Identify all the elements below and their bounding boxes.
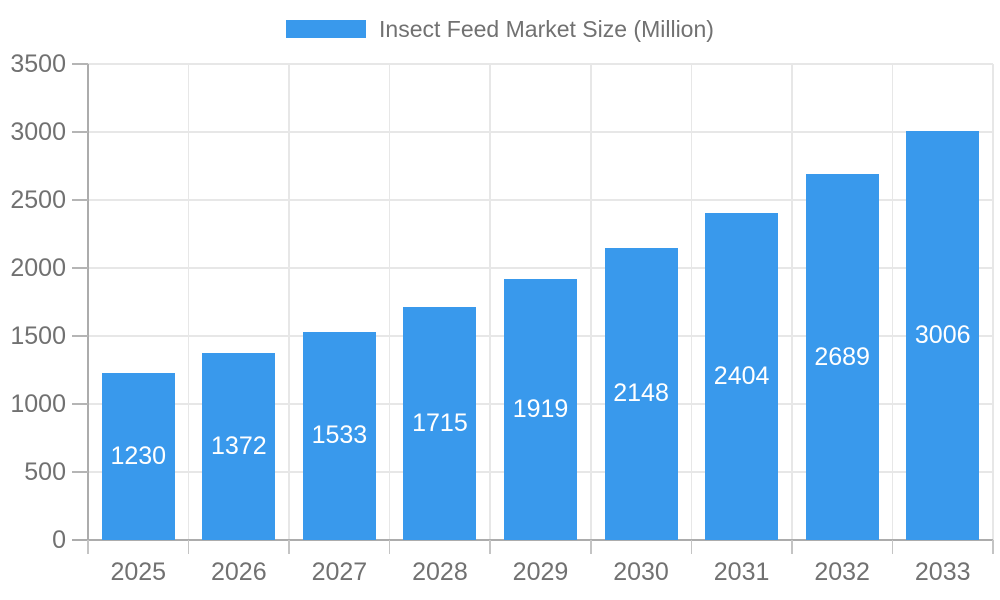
x-tick-mark [891, 540, 894, 554]
bar-value-label: 1372 [211, 432, 267, 461]
chart-legend[interactable]: Insect Feed Market Size (Million) [0, 15, 1000, 43]
bar[interactable]: 1533 [302, 331, 376, 540]
x-tick-mark [690, 540, 693, 554]
gridline-vertical [690, 64, 693, 540]
bar[interactable]: 1230 [101, 372, 175, 540]
bar[interactable]: 2404 [705, 213, 779, 540]
y-tick-mark [72, 63, 88, 65]
bar-value-label: 2689 [814, 342, 870, 371]
bar-value-label: 1919 [512, 395, 569, 423]
gridline-horizontal [88, 131, 993, 133]
gridline-horizontal [88, 63, 993, 65]
gridline-vertical [590, 64, 592, 540]
y-tick-label: 3500 [10, 50, 66, 78]
bar-value-label: 2404 [713, 362, 770, 391]
x-tick-mark [791, 540, 793, 554]
y-tick-mark [72, 267, 88, 269]
y-tick-mark [72, 199, 88, 201]
x-tick-label: 2027 [311, 558, 368, 586]
y-tick-label: 1500 [10, 322, 66, 350]
x-tick-label: 2026 [211, 558, 267, 586]
gridline-vertical [992, 64, 994, 540]
gridline-vertical [891, 64, 894, 540]
x-tick-mark [288, 540, 290, 554]
bar-value-label: 1715 [412, 408, 468, 437]
x-axis-line [72, 539, 993, 541]
y-tick-label: 500 [24, 458, 66, 486]
y-tick-mark [72, 335, 88, 337]
gridline-vertical [791, 64, 793, 540]
bar[interactable]: 1372 [202, 353, 276, 540]
x-tick-label: 2028 [412, 558, 468, 586]
x-tick-mark [187, 540, 190, 554]
y-tick-label: 0 [52, 526, 66, 554]
y-tick-mark [72, 471, 88, 473]
x-tick-mark [590, 540, 592, 554]
x-tick-label: 2025 [110, 558, 167, 586]
gridline-vertical [388, 64, 391, 540]
gridline-vertical [187, 64, 190, 540]
y-tick-label: 3000 [10, 118, 66, 146]
y-tick-mark [72, 403, 88, 405]
bar-value-label: 1230 [110, 441, 167, 470]
x-tick-label: 2031 [713, 558, 770, 586]
x-tick-label: 2033 [914, 558, 971, 586]
bar-value-label: 2148 [613, 379, 669, 408]
x-tick-mark [992, 540, 994, 554]
x-tick-label: 2029 [512, 558, 569, 586]
bar[interactable]: 2689 [805, 174, 879, 540]
y-axis-line [87, 64, 89, 540]
y-tick-label: 2500 [10, 186, 66, 214]
x-tick-label: 2030 [613, 558, 669, 586]
y-tick-label: 1000 [10, 390, 66, 418]
y-tick-mark [72, 131, 88, 133]
gridline-vertical [288, 64, 290, 540]
bar[interactable]: 1715 [403, 306, 477, 540]
x-tick-mark [87, 540, 89, 554]
bar-value-label: 1533 [311, 421, 368, 450]
bar-value-label: 3006 [914, 321, 971, 350]
legend-swatch-icon [286, 20, 367, 38]
x-tick-mark [489, 540, 491, 554]
legend-label: Insect Feed Market Size (Million) [379, 16, 714, 42]
gridline-vertical [489, 64, 491, 540]
x-tick-label: 2032 [814, 558, 870, 586]
gridline-horizontal [88, 267, 993, 269]
bar[interactable]: 2148 [604, 247, 678, 540]
gridline-horizontal [88, 199, 993, 201]
y-tick-label: 2000 [10, 254, 66, 282]
bar[interactable]: 3006 [906, 131, 980, 540]
bar[interactable]: 1919 [504, 279, 577, 540]
x-tick-mark [388, 540, 391, 554]
